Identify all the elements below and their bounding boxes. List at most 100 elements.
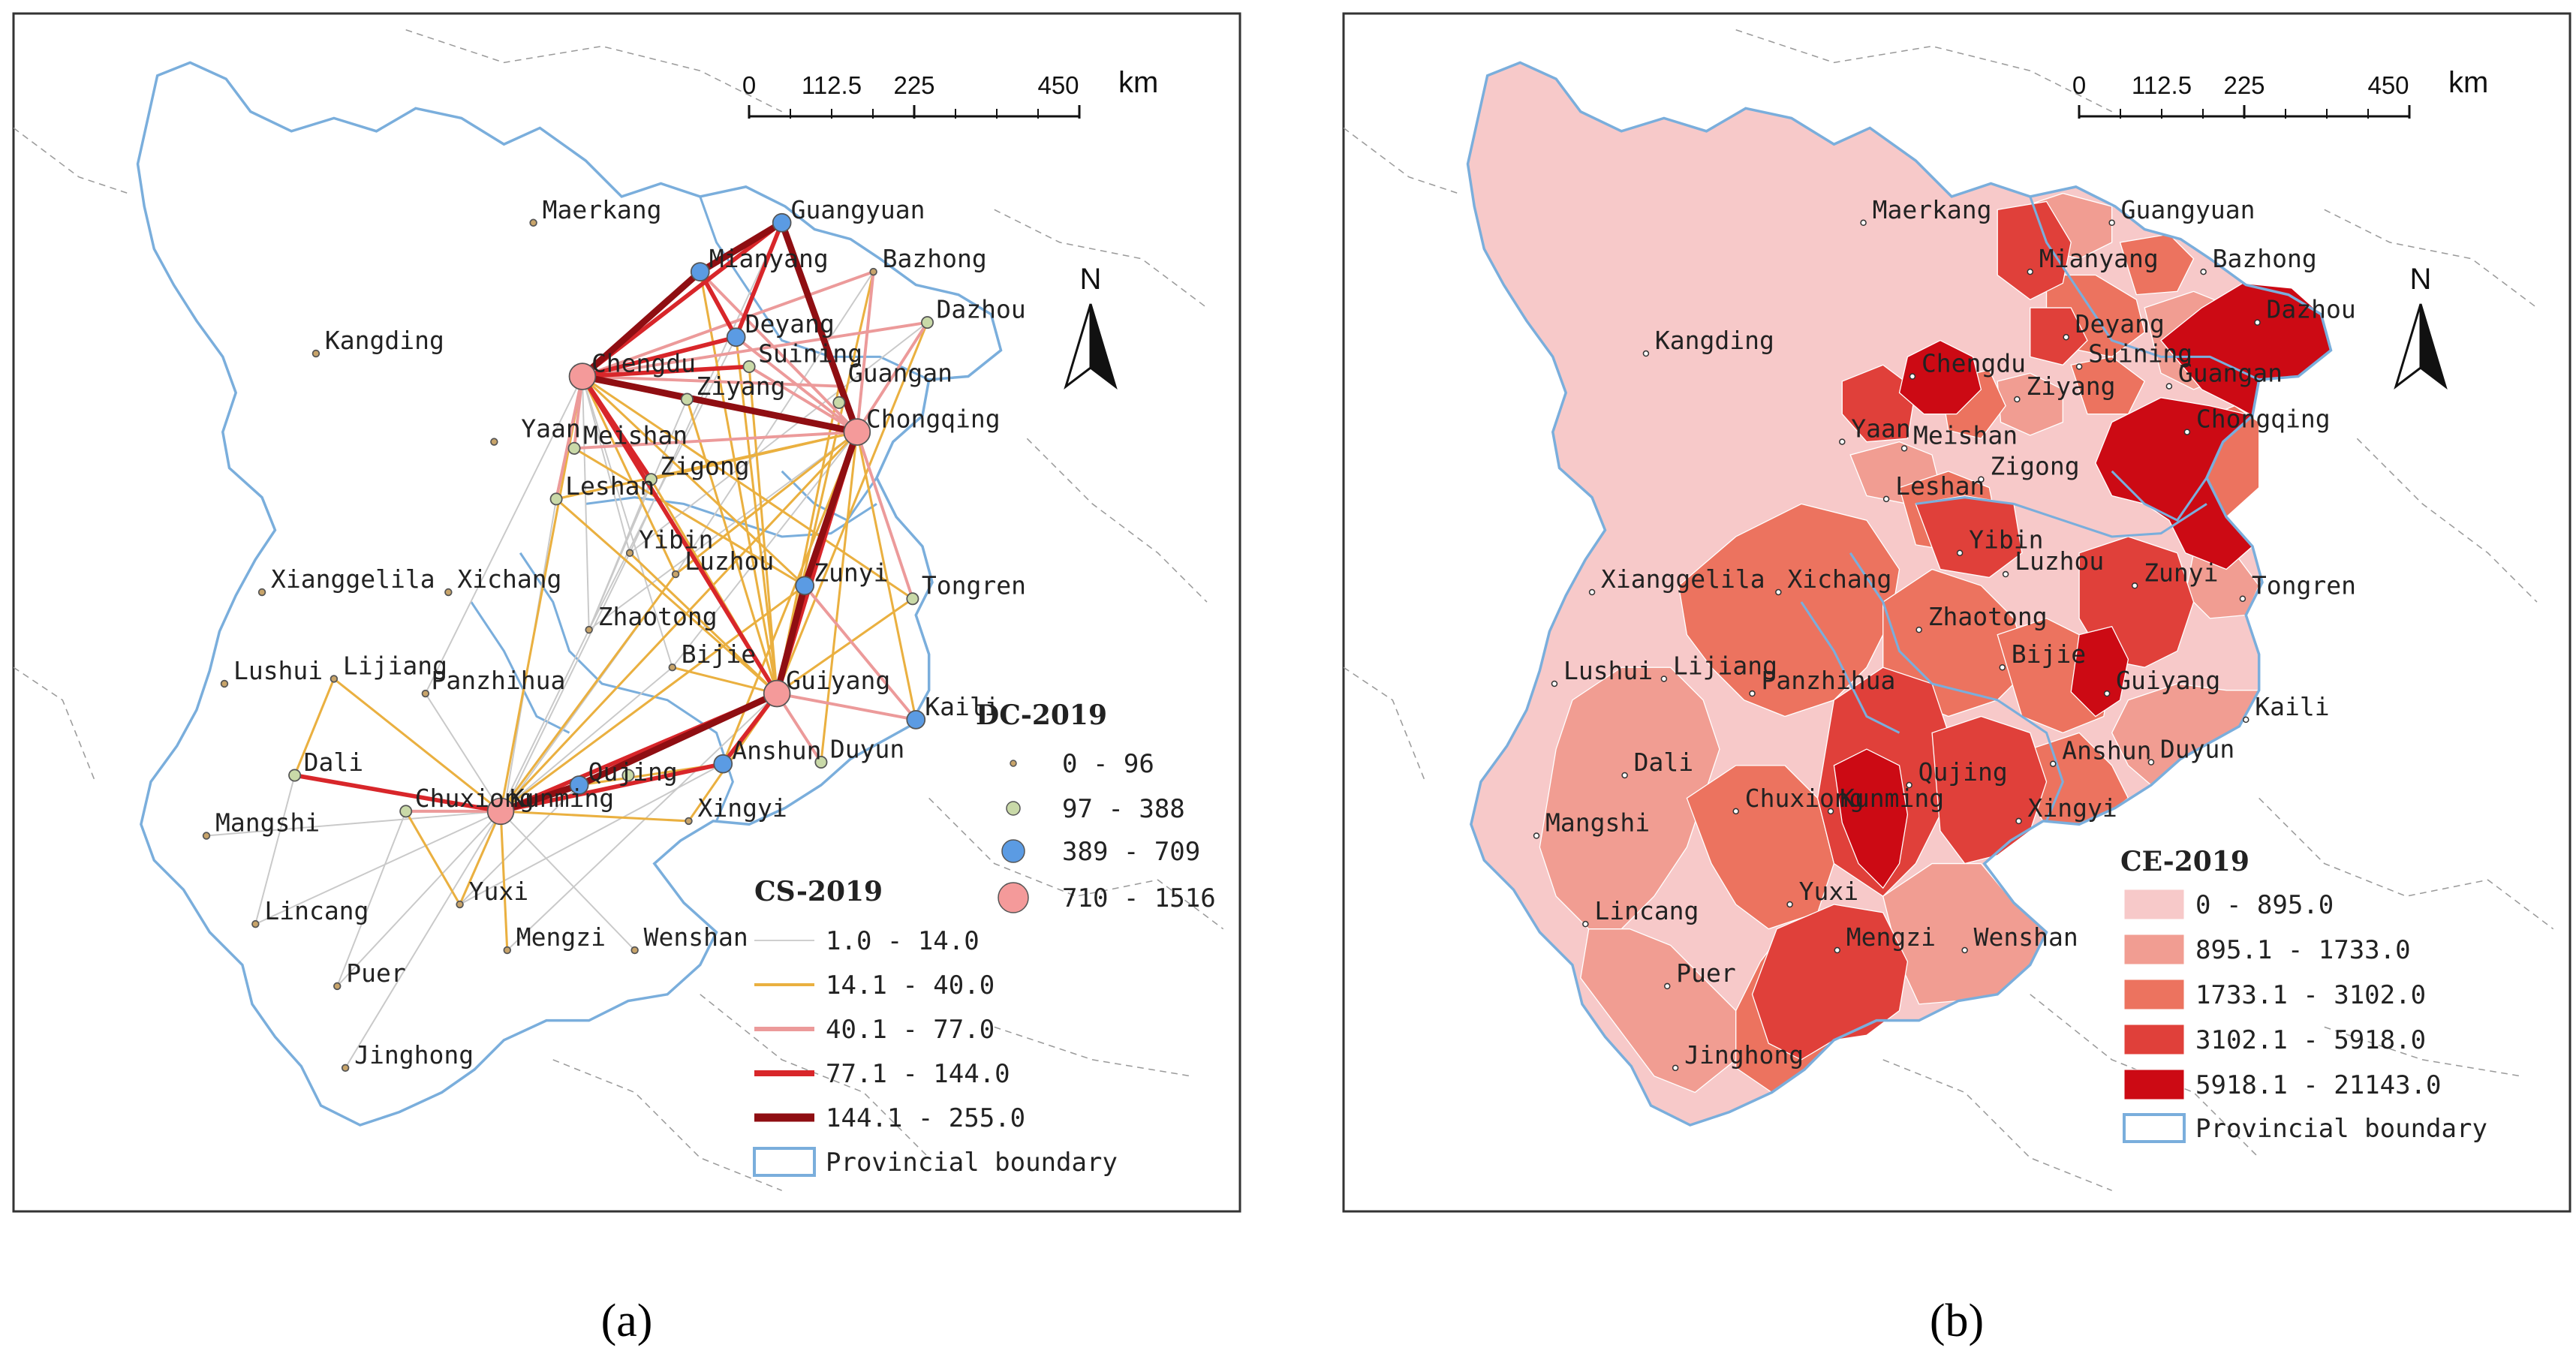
node-bazhong (869, 267, 877, 276)
node-panzhihua (421, 689, 430, 698)
provincial-boundary-b (1466, 61, 2333, 1127)
city-dot-guangyuan (2108, 219, 2115, 227)
city-label-puer-b: Puer (1676, 958, 1735, 988)
city-dot-lijiang (1660, 675, 1668, 682)
city-dot-duyun (2147, 759, 2155, 766)
city-dot-kaili (2243, 716, 2249, 724)
city-dot-leshan (1882, 495, 1890, 503)
city-dot-xingyi (2015, 817, 2022, 825)
city-dot-chengdu (1909, 373, 1916, 380)
city-dot-dali (1621, 772, 1628, 779)
city-label-chongqing-b: Chongqing (2196, 405, 2331, 434)
node-legend-class-1: 0 - 96 (1062, 749, 1154, 779)
caption-b: (b) (1930, 1295, 1984, 1346)
city-label-duyun-a: Duyun (830, 735, 904, 764)
city-label-zigong-b: Zigong (1990, 452, 2079, 481)
city-label-wenshan-b: Wenshan (1974, 922, 2078, 952)
city-label-kunming-a: Kunming (510, 784, 614, 813)
scale-tick-2-b: 225 (2223, 71, 2265, 99)
city-label-guangyuan-a: Guangyuan (791, 195, 925, 224)
city-label-anshun-b: Anshun (2062, 736, 2151, 766)
city-dot-dazhou (2254, 319, 2261, 326)
city-labels-a: Maerkang Guangyuan Bazhong Mianyang Dazhou De… (215, 195, 1026, 1070)
city-label-suining-b: Suining (2088, 338, 2192, 368)
city-label-zhaotong-b: Zhaotong (1928, 602, 2048, 631)
city-dot-yibin (1956, 549, 1964, 556)
node-xichang (444, 588, 453, 597)
node-luzhou (671, 570, 680, 579)
node-kangding (311, 349, 320, 358)
city-label-panzhihua-a: Panzhihua (432, 666, 566, 695)
scale-bar-b: 0 112.5 225 450 km (2072, 66, 2488, 119)
node-legend-class-4: 710 - 1516 (1062, 883, 1216, 913)
city-label-mangshi-b: Mangshi (1545, 808, 1650, 838)
city-label-duyun-b: Duyun (2160, 735, 2234, 764)
city-label-deyang-b: Deyang (2075, 309, 2165, 338)
city-dot-xichang (1775, 588, 1782, 596)
node-leshan (549, 492, 563, 506)
node-zigong (644, 473, 658, 486)
node-chongqing (843, 418, 871, 446)
city-label-jinghong-a: Jinghong (354, 1040, 474, 1070)
city-label-chengdu-a: Chengdu (591, 349, 696, 378)
city-label-dazhou-a: Dazhou (937, 295, 1026, 324)
city-dot-bazhong (2200, 268, 2207, 275)
node-yuxi (456, 900, 464, 909)
city-label-lijiang-b: Lijiang (1673, 651, 1777, 680)
city-label-chuxiong-b: Chuxiong (1745, 784, 1864, 813)
city-label-zunyi-b: Zunyi (2144, 558, 2218, 587)
scale-unit-b: km (2448, 66, 2488, 99)
city-label-kangding-b: Kangding (1655, 326, 1774, 355)
node-guangyuan (772, 212, 792, 233)
city-label-zhaotong-a: Zhaotong (598, 602, 718, 631)
city-dot-guiyang (2103, 690, 2111, 697)
fill-legend-class-5: 5918.1 - 21143.0 (2195, 1070, 2442, 1100)
city-dot-luzhou (2002, 570, 2009, 578)
city-label-wenshan-a: Wenshan (644, 922, 748, 952)
fill-legend-class-1: 0 - 895.0 (2195, 890, 2334, 920)
city-label-lijiang-a: Lijiang (343, 651, 447, 680)
city-label-yibin-a: Yibin (639, 525, 713, 555)
city-dot-bijie (1999, 663, 2006, 671)
link-legend-title: CS-2019 (754, 876, 883, 907)
node-qujing-sub (621, 769, 635, 782)
city-label-luzhou-a: Luzhou (685, 546, 774, 576)
link-legend: CS-2019 1.0 - 14.0 14.1 - 40.0 40.1 - 77… (753, 876, 1118, 1178)
node-kaili (906, 710, 926, 730)
city-dot-suining (2075, 363, 2083, 370)
city-dot-yuxi (1786, 901, 1793, 908)
node-mangshi (202, 832, 211, 840)
city-dot-anshun (2050, 760, 2057, 767)
city-label-yibin-b: Yibin (1969, 525, 2043, 555)
city-label-puer-a: Puer (346, 958, 405, 988)
city-label-meishan-a: Meishan (583, 420, 688, 450)
node-qujing (569, 775, 589, 795)
link-legend-class-2: 14.1 - 40.0 (826, 970, 995, 1000)
city-label-xingyi-a: Xingyi (698, 793, 787, 823)
fill-legend-class-2: 895.1 - 1733.0 (2195, 935, 2411, 965)
node-tongren (906, 592, 919, 606)
city-label-maerkang-a: Maerkang (543, 195, 662, 224)
node-legend-title: DC-2019 (976, 700, 1107, 731)
provincial-boundary (136, 61, 1003, 1127)
city-label-dali-b: Dali (1634, 748, 1693, 777)
city-label-meishan-b: Meishan (1913, 420, 2018, 450)
node-maerkang (529, 218, 537, 227)
fill-legend-title: CE-2019 (2120, 846, 2249, 877)
node-anshun (713, 754, 733, 774)
city-label-mangshi-a: Mangshi (215, 808, 320, 838)
link-legend-class-1: 1.0 - 14.0 (826, 926, 980, 956)
city-label-deyang-a: Deyang (745, 309, 835, 338)
internal-boundaries-b (1800, 196, 2260, 822)
city-dot-lushui (1551, 680, 1558, 688)
north-label: N (1080, 263, 1102, 296)
city-dot-tongren (2239, 595, 2246, 602)
node-lushui (220, 679, 229, 688)
city-label-jinghong-b: Jinghong (1684, 1040, 1804, 1070)
city-dot-mengzi (1834, 946, 1841, 954)
city-labels-b: Maerkang Guangyuan Bazhong Mianyang Dazhou De… (1545, 195, 2356, 1070)
node-lijiang (330, 675, 339, 683)
node-mianyang (690, 262, 710, 281)
city-label-lincang-b: Lincang (1594, 896, 1699, 925)
